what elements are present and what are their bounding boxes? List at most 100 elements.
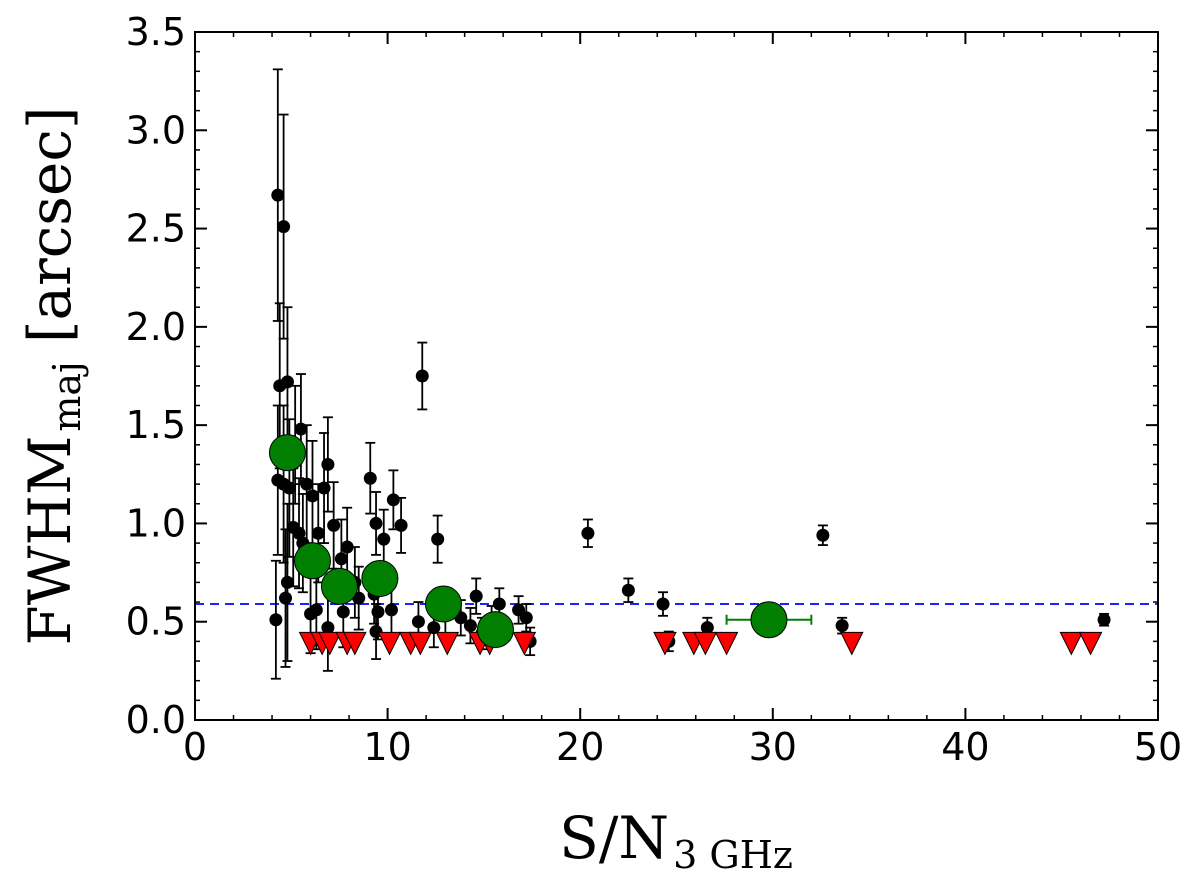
binned-median-marker (293, 542, 331, 580)
binned-median-marker (424, 585, 462, 623)
y-axis-label: FWHM maj [arcsec] (16, 107, 89, 646)
upper-limit-marker (318, 631, 342, 656)
data-point (431, 514, 445, 564)
x-axis-label-subscript: 3 GHz (673, 833, 793, 875)
upper-limit-marker (435, 631, 460, 656)
data-point-marker (340, 540, 354, 554)
y-axis-label-main: FWHM (16, 436, 84, 646)
data-point (463, 607, 477, 645)
data-point-marker (321, 621, 335, 635)
ticks-layer: 0 10 20 30 40 50 0.0 0.5 1.0 1.5 2.0 2.5 3.0 3.5 (126, 10, 1183, 769)
y-tick-label: 2.0 (126, 305, 186, 349)
data-point-marker (305, 489, 319, 503)
x-tick-label: 0 (183, 725, 207, 769)
binned-median-point (476, 611, 514, 649)
data-point-marker (377, 532, 391, 546)
data-point-marker (269, 613, 283, 627)
data-point (369, 491, 383, 556)
upper-limit-marker (653, 631, 677, 656)
data-point (321, 416, 335, 513)
data-point (581, 518, 595, 548)
data-point (363, 441, 377, 515)
x-tick-label: 40 (941, 725, 989, 769)
data-point-marker (415, 369, 429, 383)
data-point-marker (581, 526, 595, 540)
x-axis-label: S/N 3 GHz (559, 804, 793, 875)
data-point (386, 469, 400, 531)
y-axis-label-unit: [arcsec] (16, 107, 84, 344)
data-point-marker (369, 516, 383, 530)
data-point-marker (492, 597, 506, 611)
y-tick-label: 0.5 (126, 600, 186, 644)
y-axis-label-subscript: maj (45, 361, 89, 431)
data-point-marker (700, 621, 714, 635)
data-point-marker (411, 615, 425, 629)
data-point-marker (469, 589, 483, 603)
data-point-marker (384, 603, 398, 617)
binned-median-marker (476, 611, 514, 649)
binned-median-point (293, 542, 331, 580)
data-point (816, 524, 830, 546)
data-point (621, 577, 635, 603)
data-point-marker (309, 603, 323, 617)
plot-frame (194, 31, 1159, 721)
data-point-marker (321, 457, 335, 471)
data-point-marker (271, 188, 285, 202)
data-point-marker (336, 605, 350, 619)
data-point-marker (280, 575, 294, 589)
data-point (394, 496, 408, 554)
data-layer (268, 68, 1111, 680)
y-tick-label: 3.0 (126, 108, 186, 152)
upper-limit-marker (839, 631, 864, 656)
x-axis-label-main: S/N (559, 804, 669, 872)
data-point-marker (394, 518, 408, 532)
y-tick-label: 1.5 (126, 403, 186, 447)
data-point (469, 577, 483, 615)
binned-median-point (268, 434, 306, 472)
upper-limit-marker (1059, 631, 1084, 656)
data-point-marker (816, 528, 830, 542)
data-point-marker (386, 493, 400, 507)
binned-median-marker (320, 567, 358, 605)
data-point-marker (371, 605, 385, 619)
data-point-marker (277, 220, 291, 234)
data-point-marker (621, 583, 635, 597)
data-point-marker (334, 552, 348, 566)
data-point-marker (279, 591, 293, 605)
x-tick-label: 10 (363, 725, 411, 769)
data-point-marker (656, 597, 670, 611)
data-point-marker (300, 477, 314, 491)
data-point-marker (835, 619, 849, 633)
data-point (415, 341, 429, 411)
data-point (271, 68, 285, 322)
data-point-marker (1097, 613, 1111, 627)
data-point (377, 508, 391, 570)
upper-limit-marker (377, 631, 402, 656)
binned-median-point (725, 601, 813, 639)
data-point-marker (311, 526, 325, 540)
binned-median-marker (361, 559, 399, 597)
data-point-marker (463, 619, 477, 633)
binned-median-marker (268, 434, 306, 472)
upper-limit-marker (343, 631, 367, 656)
data-point-marker (519, 611, 533, 625)
upper-limit-marker (693, 631, 718, 656)
data-point-marker (327, 518, 341, 532)
upper-limit-marker (1078, 631, 1103, 656)
upper-limit-marker (408, 631, 433, 656)
binned-median-marker (750, 601, 788, 639)
upper-limit-marker (714, 631, 739, 656)
data-point (327, 481, 341, 570)
y-tick-label: 2.5 (126, 207, 186, 251)
data-point (656, 591, 670, 617)
data-point-marker (363, 471, 377, 485)
x-tick-label: 50 (1134, 725, 1182, 769)
upper-limit-marker (512, 631, 537, 656)
data-point-marker (427, 621, 441, 635)
data-point (1097, 612, 1111, 627)
y-tick-label: 3.5 (126, 10, 186, 54)
data-point-marker (431, 532, 445, 546)
y-tick-label: 0.0 (126, 698, 186, 742)
